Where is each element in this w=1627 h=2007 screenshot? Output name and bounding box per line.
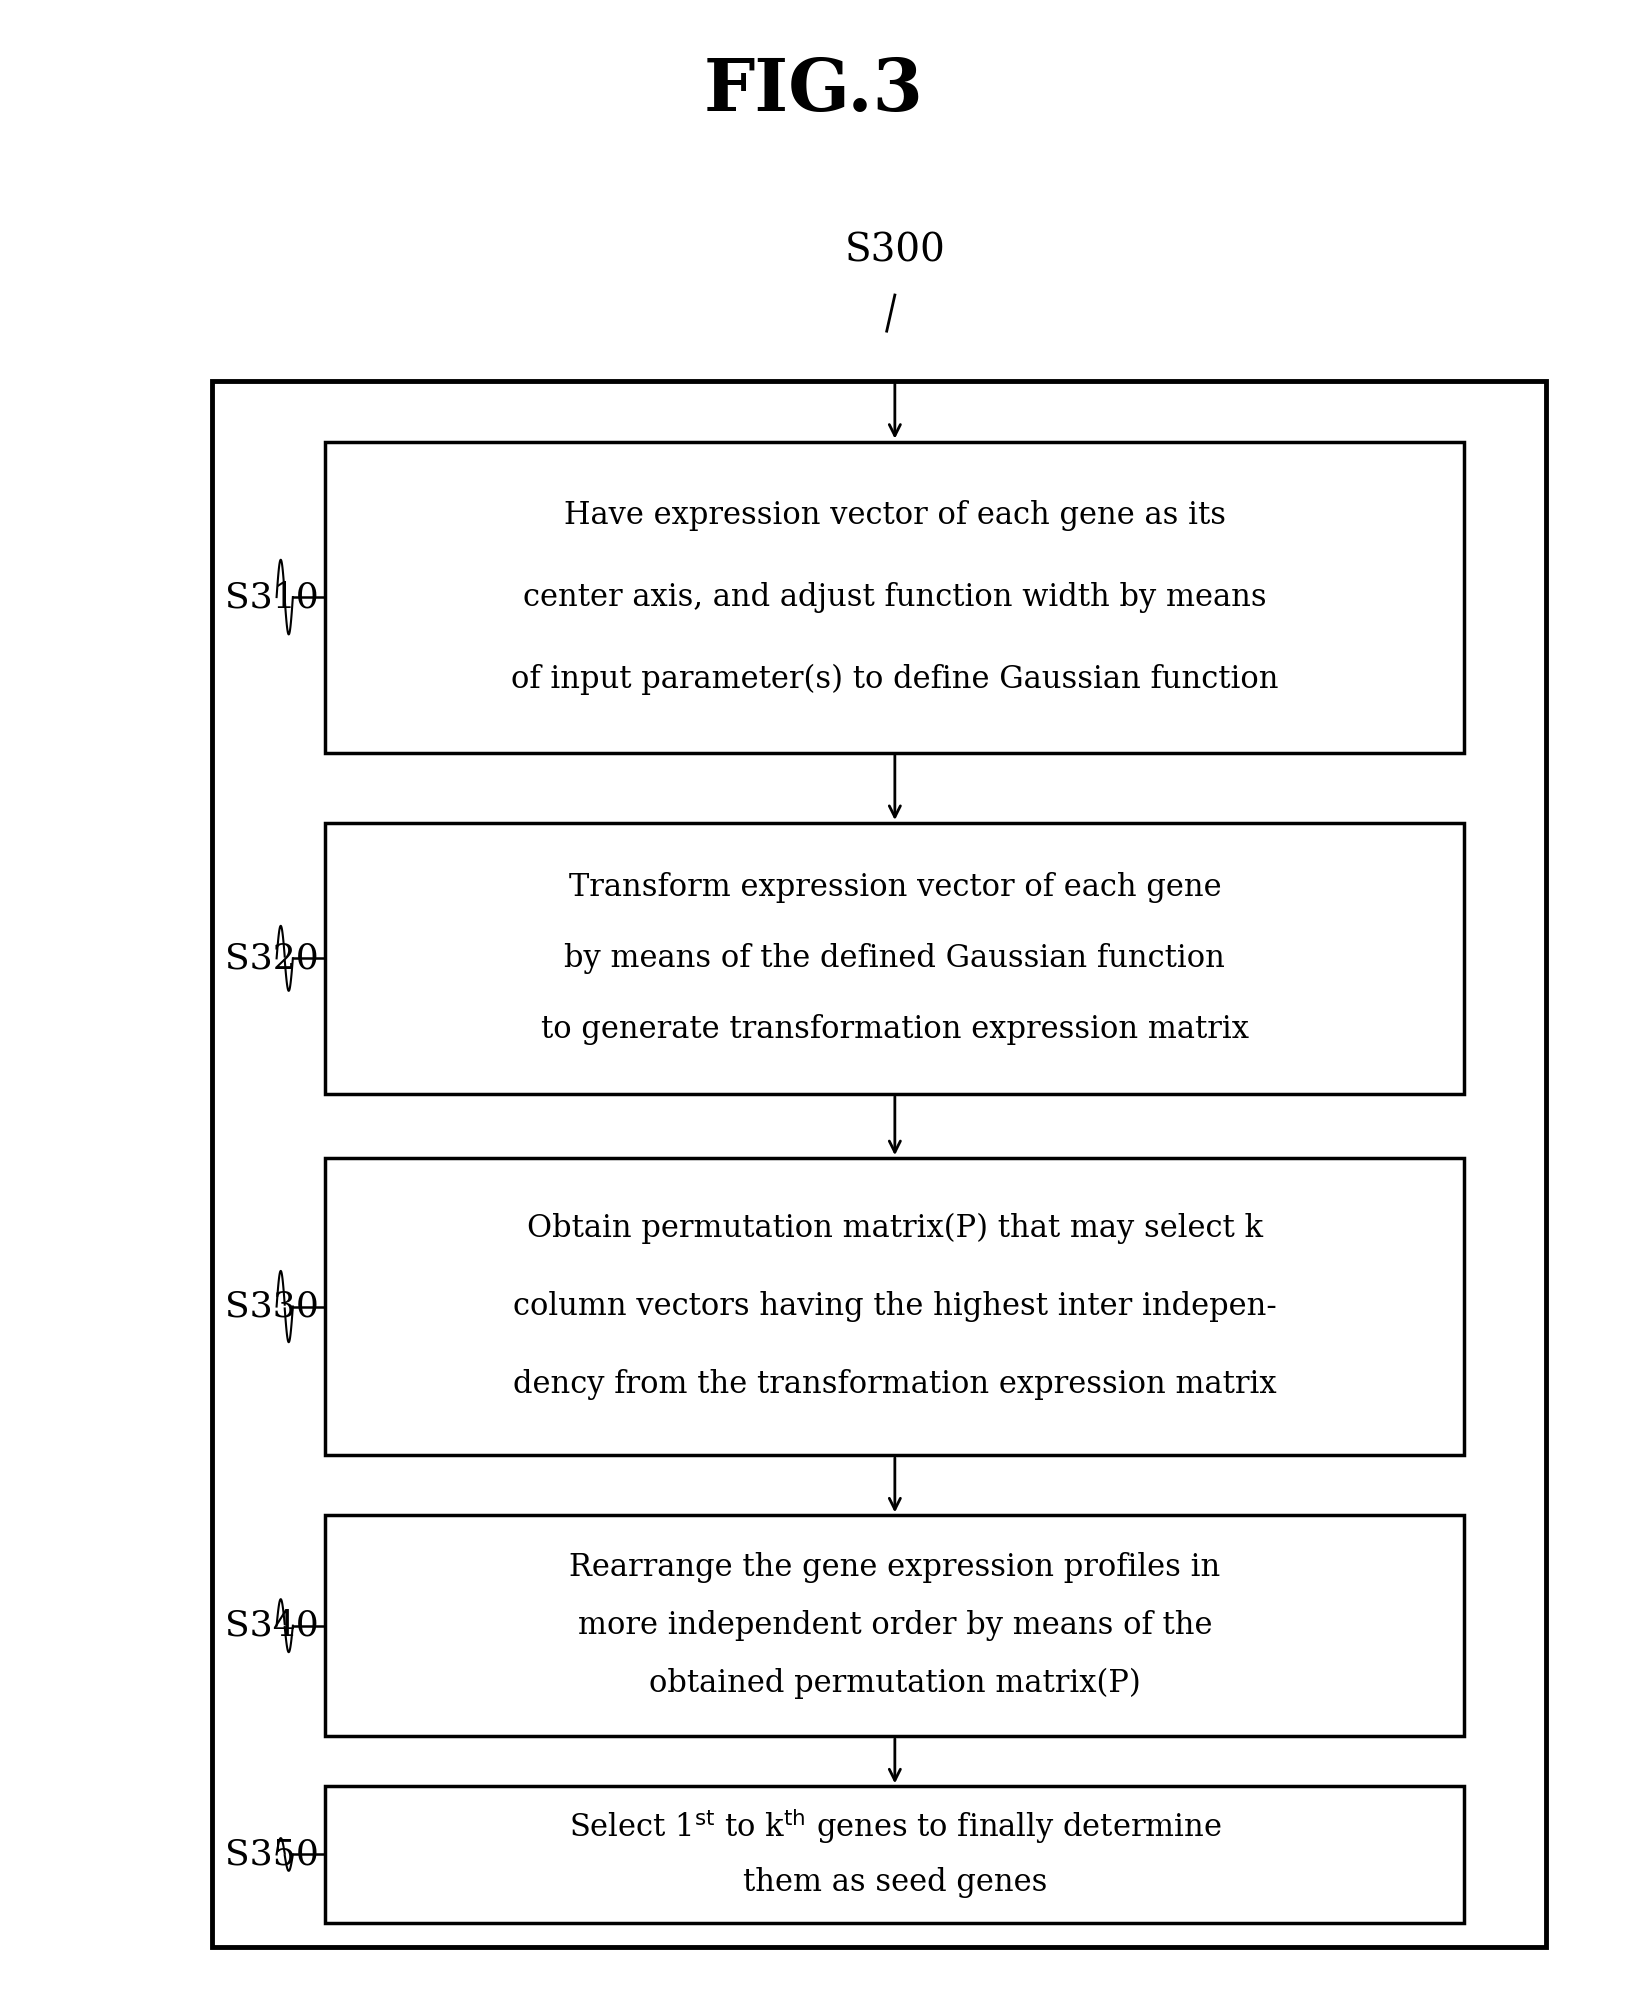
Bar	[325, 1158, 1464, 1455]
Text: them as seed genes: them as seed genes	[742, 1867, 1048, 1899]
Text: obtained permutation matrix(P): obtained permutation matrix(P)	[649, 1668, 1141, 1700]
Text: S340: S340	[225, 1610, 319, 1642]
Text: dency from the transformation expression matrix: dency from the transformation expression…	[513, 1369, 1277, 1401]
Bar	[212, 381, 1546, 1947]
Text: more independent order by means of the: more independent order by means of the	[578, 1610, 1212, 1642]
Text: Rearrange the gene expression profiles in: Rearrange the gene expression profiles i…	[569, 1551, 1220, 1584]
Text: S300: S300	[844, 233, 945, 269]
Text: center axis, and adjust function width by means: center axis, and adjust function width b…	[522, 582, 1267, 612]
Text: Obtain permutation matrix(P) that may select k: Obtain permutation matrix(P) that may se…	[527, 1212, 1263, 1244]
Text: Transform expression vector of each gene: Transform expression vector of each gene	[568, 871, 1222, 903]
Text: by means of the defined Gaussian function: by means of the defined Gaussian functio…	[565, 943, 1225, 973]
Bar	[325, 1515, 1464, 1736]
Bar	[325, 1786, 1464, 1923]
Text: S320: S320	[225, 941, 319, 975]
Text: Have expression vector of each gene as its: Have expression vector of each gene as i…	[565, 500, 1225, 530]
Text: S350: S350	[225, 1838, 319, 1871]
Text: S310: S310	[225, 580, 319, 614]
Bar	[325, 823, 1464, 1094]
Text: of input parameter(s) to define Gaussian function: of input parameter(s) to define Gaussian…	[511, 664, 1279, 694]
Text: to generate transformation expression matrix: to generate transformation expression ma…	[540, 1014, 1250, 1046]
Text: column vectors having the highest inter indepen-: column vectors having the highest inter …	[513, 1291, 1277, 1323]
Bar	[325, 442, 1464, 753]
Text: S330: S330	[225, 1291, 319, 1323]
Text: FIG.3: FIG.3	[703, 54, 924, 126]
Text: Select 1$^{\mathrm{st}}$ to k$^{\mathrm{th}}$ genes to finally determine: Select 1$^{\mathrm{st}}$ to k$^{\mathrm{…	[568, 1806, 1222, 1846]
